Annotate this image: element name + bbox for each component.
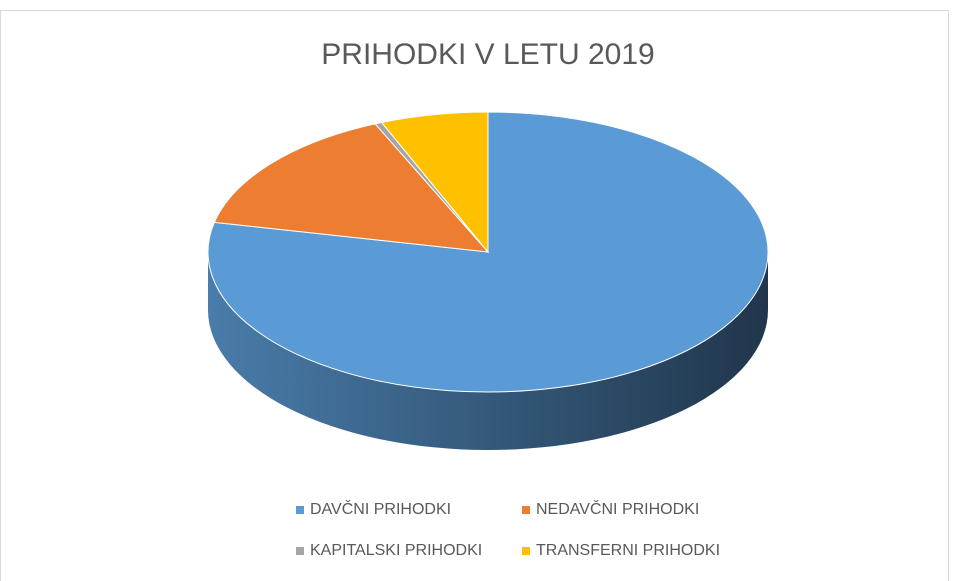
legend-swatch (296, 547, 304, 555)
legend-label: NEDAVČNI PRIHODKI (536, 499, 699, 518)
pie-side (208, 252, 768, 450)
legend-label: DAVČNI PRIHODKI (310, 499, 451, 518)
legend-label: TRANSFERNI PRIHODKI (536, 542, 720, 559)
pie-slice (380, 111, 489, 254)
legend-swatch (522, 547, 530, 555)
legend-swatch (296, 506, 304, 514)
legend-label: KAPITALSKI PRIHODKI (310, 542, 482, 559)
pie-slice (213, 123, 490, 253)
chart-title: PRIHODKI V LETU 2019 (321, 38, 654, 71)
legend-swatch (522, 506, 530, 514)
